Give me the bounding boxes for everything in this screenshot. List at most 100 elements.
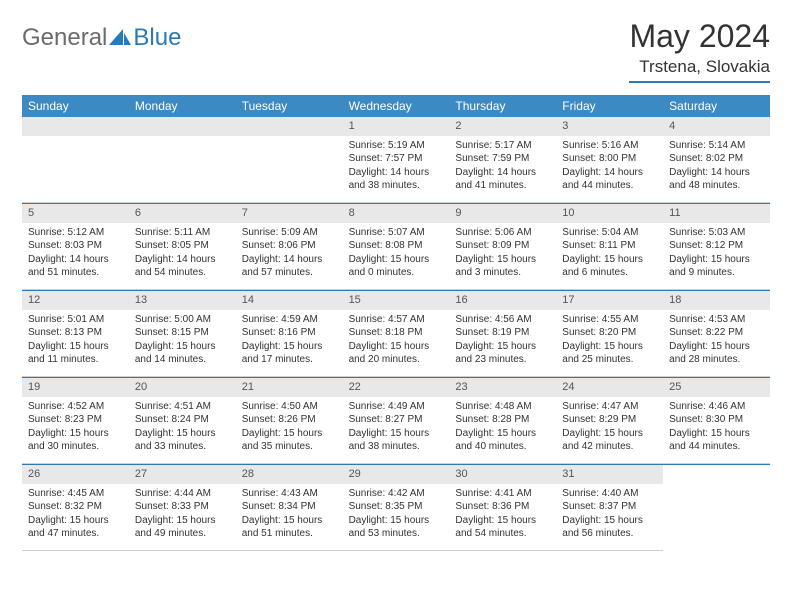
sunset-text: Sunset: 8:12 PM: [669, 239, 764, 253]
day-number: 29: [343, 465, 450, 484]
sunrise-text: Sunrise: 5:01 AM: [28, 313, 123, 327]
day2-text: and 49 minutes.: [135, 527, 230, 541]
day1-text: Daylight: 15 hours: [135, 340, 230, 354]
day-cell: 17Sunrise: 4:55 AMSunset: 8:20 PMDayligh…: [556, 291, 663, 377]
calendar-head: SundayMondayTuesdayWednesdayThursdayFrid…: [22, 95, 770, 117]
sunrise-text: Sunrise: 4:57 AM: [349, 313, 444, 327]
day-content: Sunrise: 4:57 AMSunset: 8:18 PMDaylight:…: [343, 310, 450, 373]
day1-text: Daylight: 14 hours: [28, 253, 123, 267]
day-content: Sunrise: 5:11 AMSunset: 8:05 PMDaylight:…: [129, 223, 236, 286]
sunrise-text: Sunrise: 4:48 AM: [455, 400, 550, 414]
day-cell: 8Sunrise: 5:07 AMSunset: 8:08 PMDaylight…: [343, 204, 450, 290]
day-content: Sunrise: 5:00 AMSunset: 8:15 PMDaylight:…: [129, 310, 236, 373]
sunrise-text: Sunrise: 5:14 AM: [669, 139, 764, 153]
empty-cell: [129, 117, 236, 203]
day-content: Sunrise: 4:47 AMSunset: 8:29 PMDaylight:…: [556, 397, 663, 460]
sunset-text: Sunset: 8:16 PM: [242, 326, 337, 340]
day2-text: and 44 minutes.: [669, 440, 764, 454]
day-cell: 28Sunrise: 4:43 AMSunset: 8:34 PMDayligh…: [236, 465, 343, 551]
day1-text: Daylight: 15 hours: [455, 253, 550, 267]
sunset-text: Sunset: 8:20 PM: [562, 326, 657, 340]
sunset-text: Sunset: 8:22 PM: [669, 326, 764, 340]
sunset-text: Sunset: 8:30 PM: [669, 413, 764, 427]
day-number: 21: [236, 378, 343, 397]
day-cell: 13Sunrise: 5:00 AMSunset: 8:15 PMDayligh…: [129, 291, 236, 377]
daynum-bar: [236, 117, 343, 136]
sunrise-text: Sunrise: 4:56 AM: [455, 313, 550, 327]
day-content: Sunrise: 4:49 AMSunset: 8:27 PMDaylight:…: [343, 397, 450, 460]
day2-text: and 42 minutes.: [562, 440, 657, 454]
location: Trstena, Slovakia: [629, 57, 770, 77]
day-content: Sunrise: 5:09 AMSunset: 8:06 PMDaylight:…: [236, 223, 343, 286]
day1-text: Daylight: 15 hours: [562, 340, 657, 354]
day2-text: and 51 minutes.: [28, 266, 123, 280]
day-cell: 14 Sunrise: 4:59 AMSunset: 8:16 PMDayligh…: [236, 291, 343, 377]
day1-text: Daylight: 15 hours: [349, 514, 444, 528]
day-number: 9: [449, 204, 556, 223]
day-content: Sunrise: 4:45 AMSunset: 8:32 PMDaylight:…: [22, 484, 129, 547]
sunrise-text: Sunrise: 5:19 AM: [349, 139, 444, 153]
day-cell: 2Sunrise: 5:17 AMSunset: 7:59 PMDaylight…: [449, 117, 556, 203]
sunset-text: Sunset: 8:34 PM: [242, 500, 337, 514]
sunrise-text: Sunrise: 4:46 AM: [669, 400, 764, 414]
dayname: Friday: [556, 95, 663, 117]
sunrise-text: Sunrise: 4:59 AM: [242, 313, 337, 327]
sunset-text: Sunset: 8:26 PM: [242, 413, 337, 427]
day-content: Sunrise: 4:46 AMSunset: 8:30 PMDaylight:…: [663, 397, 770, 460]
day2-text: and 57 minutes.: [242, 266, 337, 280]
day-number: 16: [449, 291, 556, 310]
day1-text: Daylight: 15 hours: [28, 427, 123, 441]
day2-text: and 35 minutes.: [242, 440, 337, 454]
day-content: Sunrise: 5:19 AMSunset: 7:57 PMDaylight:…: [343, 136, 450, 199]
day2-text: and 23 minutes.: [455, 353, 550, 367]
sunset-text: Sunset: 8:15 PM: [135, 326, 230, 340]
sunset-text: Sunset: 8:18 PM: [349, 326, 444, 340]
daynum-bar: [129, 117, 236, 136]
day-number: 19: [22, 378, 129, 397]
day-content: Sunrise: 4:40 AMSunset: 8:37 PMDaylight:…: [556, 484, 663, 547]
sunset-text: Sunset: 8:06 PM: [242, 239, 337, 253]
day-content: Sunrise: 5:12 AMSunset: 8:03 PMDaylight:…: [22, 223, 129, 286]
sunset-text: Sunset: 8:36 PM: [455, 500, 550, 514]
sunset-text: Sunset: 7:57 PM: [349, 152, 444, 166]
sail-icon: [109, 29, 131, 47]
day1-text: Daylight: 15 hours: [349, 427, 444, 441]
day-number: 11: [663, 204, 770, 223]
day1-text: Daylight: 14 hours: [455, 166, 550, 180]
day-cell: 22Sunrise: 4:49 AMSunset: 8:27 PMDayligh…: [343, 378, 450, 464]
page-header: General Blue May 2024 Trstena, Slovakia: [22, 18, 770, 83]
dayname: Wednesday: [343, 95, 450, 117]
day-number: 22: [343, 378, 450, 397]
day-number: 5: [22, 204, 129, 223]
dayname: Monday: [129, 95, 236, 117]
sunrise-text: Sunrise: 4:50 AM: [242, 400, 337, 414]
day-cell: 25Sunrise: 4:46 AMSunset: 8:30 PMDayligh…: [663, 378, 770, 464]
sunset-text: Sunset: 8:05 PM: [135, 239, 230, 253]
day1-text: Daylight: 14 hours: [349, 166, 444, 180]
day-number: 14: [236, 291, 343, 310]
day2-text: and 38 minutes.: [349, 440, 444, 454]
day1-text: Daylight: 15 hours: [242, 340, 337, 354]
dayname: Sunday: [22, 95, 129, 117]
day-cell: 1Sunrise: 5:19 AMSunset: 7:57 PMDaylight…: [343, 117, 450, 203]
sunrise-text: Sunrise: 5:11 AM: [135, 226, 230, 240]
dayname: Tuesday: [236, 95, 343, 117]
sunrise-text: Sunrise: 5:06 AM: [455, 226, 550, 240]
day-cell: 18Sunrise: 4:53 AMSunset: 8:22 PMDayligh…: [663, 291, 770, 377]
day2-text: and 41 minutes.: [455, 179, 550, 193]
day2-text: and 11 minutes.: [28, 353, 123, 367]
day-number: 13: [129, 291, 236, 310]
day2-text: and 28 minutes.: [669, 353, 764, 367]
sunrise-text: Sunrise: 4:53 AM: [669, 313, 764, 327]
sunrise-text: Sunrise: 4:45 AM: [28, 487, 123, 501]
day1-text: Daylight: 14 hours: [135, 253, 230, 267]
day2-text: and 33 minutes.: [135, 440, 230, 454]
day-number: 28: [236, 465, 343, 484]
day-cell: 24Sunrise: 4:47 AMSunset: 8:29 PMDayligh…: [556, 378, 663, 464]
day-cell: 27Sunrise: 4:44 AMSunset: 8:33 PMDayligh…: [129, 465, 236, 551]
day-cell: 10Sunrise: 5:04 AMSunset: 8:11 PMDayligh…: [556, 204, 663, 290]
sunset-text: Sunset: 8:35 PM: [349, 500, 444, 514]
day-cell: 15Sunrise: 4:57 AMSunset: 8:18 PMDayligh…: [343, 291, 450, 377]
sunrise-text: Sunrise: 5:12 AM: [28, 226, 123, 240]
day-content: Sunrise: 4:44 AMSunset: 8:33 PMDaylight:…: [129, 484, 236, 547]
